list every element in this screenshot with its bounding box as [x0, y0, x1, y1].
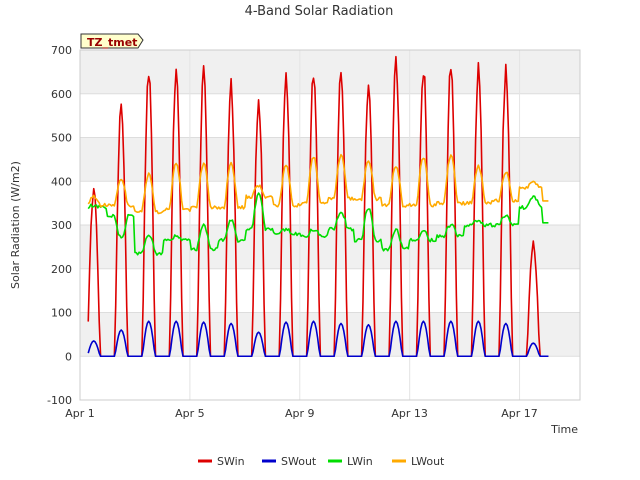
x-tick-label: Apr 5	[175, 407, 205, 420]
y-tick-label: 300	[51, 219, 72, 232]
plot-area-border	[79, 49, 581, 401]
plot-band	[80, 312, 580, 357]
y-tick-label: 500	[51, 132, 72, 145]
legend-label: SWin	[217, 455, 245, 468]
legend-item-swin: SWin	[198, 455, 245, 468]
y-tick-label: 0	[65, 350, 72, 363]
y-tick-label: -100	[47, 394, 72, 407]
x-tick-label: Apr 9	[285, 407, 315, 420]
plot-bands	[80, 50, 580, 400]
series-lines	[87, 55, 549, 358]
series-line-lwout	[87, 153, 549, 215]
station-tag-text: TZ_tmet	[87, 36, 137, 49]
station-tag-box	[80, 33, 144, 49]
plot-band	[80, 268, 580, 313]
chart-title: 4-Band Solar Radiation	[245, 4, 394, 19]
plot-band	[80, 137, 580, 182]
plot-band	[80, 356, 580, 400]
y-axis-label: Solar Radiation (W/m2)	[9, 161, 22, 289]
y-tick-label: 200	[51, 263, 72, 276]
x-axis-label: Time	[550, 423, 578, 436]
plot-band	[80, 225, 580, 269]
station-tag: TZ_tmet	[80, 33, 144, 49]
x-tick-label: Apr 1	[65, 407, 95, 420]
legend-item-swout: SWout	[262, 455, 317, 468]
y-tick-label: 600	[51, 88, 72, 101]
plot-band	[80, 93, 580, 138]
legend-label: SWout	[281, 455, 317, 468]
plot-band	[80, 181, 580, 225]
series-line-lwin	[87, 192, 549, 256]
y-tick-label: 700	[51, 44, 72, 57]
x-axis-ticks: Apr 1 Apr 5 Apr 9 Apr 13 Apr 17	[65, 407, 538, 420]
y-tick-label: 400	[51, 175, 72, 188]
x-tick-label: Apr 17	[501, 407, 538, 420]
y-tick-label: 100	[51, 307, 72, 320]
legend: SWin SWout LWin LWout	[198, 455, 445, 468]
x-tick-label: Apr 13	[391, 407, 428, 420]
series-line-swout	[87, 320, 549, 358]
plot-band	[80, 50, 580, 94]
legend-item-lwin: LWin	[328, 455, 373, 468]
y-axis-ticks: -100 0 100 200 300 400 500 600 700	[47, 44, 72, 407]
legend-label: LWout	[411, 455, 445, 468]
legend-label: LWin	[347, 455, 373, 468]
legend-item-lwout: LWout	[392, 455, 445, 468]
